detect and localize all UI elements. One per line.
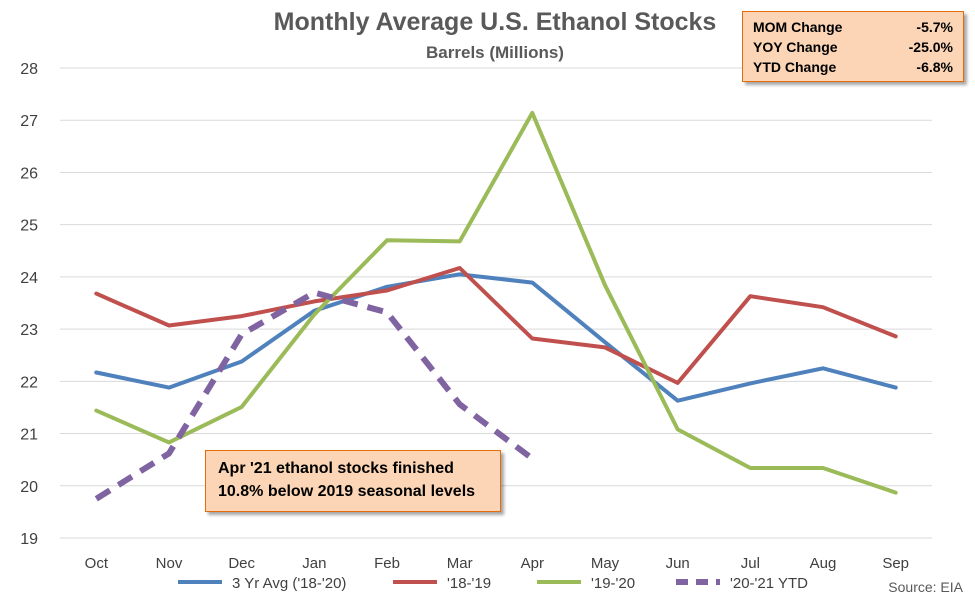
y-tick-label: 19 xyxy=(20,531,38,548)
stat-label: YTD Change xyxy=(753,59,837,75)
stat-row-mom: MOM Change -5.7% xyxy=(753,17,953,37)
x-tick-label: Aug xyxy=(810,555,837,572)
stat-label: MOM Change xyxy=(753,19,843,35)
legend-label: '19-'20 xyxy=(591,575,635,592)
chart-subtitle: Barrels (Millions) xyxy=(426,43,564,62)
legend-label: '18-'19 xyxy=(447,575,491,592)
x-tick-label: Apr xyxy=(521,555,544,572)
stats-box: MOM Change -5.7% YOY Change -25.0% YTD C… xyxy=(742,11,964,82)
stat-value: -25.0% xyxy=(908,39,953,55)
y-tick-label: 23 xyxy=(20,322,38,339)
series-line xyxy=(94,272,898,403)
y-tick-label: 27 xyxy=(20,113,38,130)
x-tick-label: Sep xyxy=(882,555,909,572)
annotation-line-2: 10.8% below 2019 seasonal levels xyxy=(218,483,476,500)
stat-value: -6.8% xyxy=(916,59,953,75)
x-tick-label: Mar xyxy=(447,555,473,572)
x-tick-label: Jan xyxy=(302,555,326,572)
chart-title: Monthly Average U.S. Ethanol Stocks xyxy=(273,8,717,36)
stat-row-yoy: YOY Change -25.0% xyxy=(753,37,953,57)
legend-label: '20-'21 YTD xyxy=(730,575,808,592)
source-note: Source: EIA xyxy=(888,579,963,595)
y-tick-label: 21 xyxy=(20,427,38,444)
y-tick-label: 20 xyxy=(20,479,38,496)
x-tick-label: May xyxy=(591,555,620,572)
stat-row-ytd: YTD Change -6.8% xyxy=(753,57,953,77)
x-tick-label: Jul xyxy=(741,555,760,572)
x-tick-label: Oct xyxy=(85,555,109,572)
x-tick-label: Jun xyxy=(666,555,690,572)
y-tick-label: 22 xyxy=(20,374,38,391)
annotation-box: Apr '21 ethanol stocks finished 10.8% be… xyxy=(205,450,501,512)
stat-value: -5.7% xyxy=(916,19,953,35)
series-line xyxy=(94,110,898,495)
x-tick-label: Feb xyxy=(374,555,400,572)
y-tick-label: 28 xyxy=(20,61,38,78)
y-tick-label: 25 xyxy=(20,218,38,235)
series-line xyxy=(94,266,898,385)
series-line xyxy=(94,289,535,502)
y-tick-label: 24 xyxy=(20,270,38,287)
x-tick-label: Dec xyxy=(228,555,255,572)
y-tick-label: 26 xyxy=(20,165,38,182)
stat-label: YOY Change xyxy=(753,39,838,55)
x-tick-label: Nov xyxy=(156,555,183,572)
legend-label: 3 Yr Avg ('18-'20) xyxy=(232,575,346,592)
annotation-line-1: Apr '21 ethanol stocks finished xyxy=(218,460,454,477)
